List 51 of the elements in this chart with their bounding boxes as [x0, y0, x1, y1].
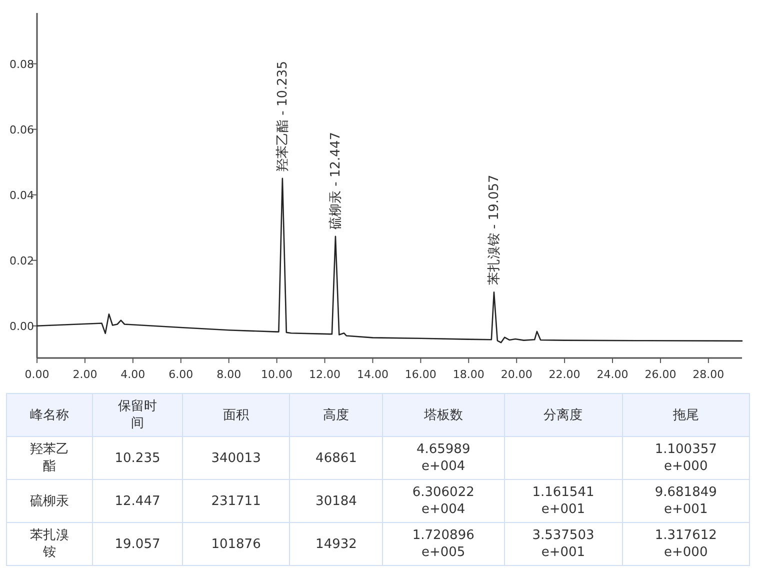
text: 30184 — [316, 492, 357, 510]
text: 面积 — [223, 406, 250, 424]
text: 1.317612 e+000 — [654, 527, 717, 561]
text: 3.537503 e+001 — [532, 527, 594, 561]
text: 1.161541 e+001 — [532, 484, 594, 518]
text: 4.65989 e+004 — [416, 441, 470, 475]
text: 6.306022 e+004 — [412, 484, 474, 518]
x-tick-label: 6.00 — [168, 368, 194, 381]
text: 12.447 — [114, 492, 160, 510]
y-tick-label: 0.02 — [10, 254, 34, 268]
line-series — [36, 178, 743, 344]
x-tick-label: 8.00 — [216, 368, 242, 381]
x-tick-label: 14.00 — [356, 368, 388, 381]
text: 1.720896 e+005 — [412, 527, 474, 561]
text: 苯扎溴铵 — [29, 527, 70, 561]
x-tick-label: 26.00 — [644, 368, 676, 381]
text: 10.235 — [114, 450, 160, 466]
text: 9.681849 e+001 — [654, 484, 717, 518]
text: 14932 — [316, 536, 357, 552]
text: 1.100357 e+000 — [654, 441, 717, 475]
x-tick-label: 16.00 — [404, 368, 436, 381]
x-tick-label: 0.00 — [24, 368, 50, 381]
x-tick-label: 10.00 — [261, 368, 293, 381]
y-tick-label: 0.06 — [10, 123, 34, 136]
x-tick-label: 28.00 — [692, 368, 724, 381]
x-tick-label: 24.00 — [596, 368, 628, 381]
text: 分离度 — [544, 406, 583, 424]
y-tick-label: 0.08 — [10, 58, 34, 71]
text: 231711 — [211, 492, 261, 510]
x-tick-label: 4.00 — [120, 368, 146, 381]
x-tick-label: 20.00 — [500, 368, 532, 381]
y-tick-label: 0.00 — [10, 320, 34, 333]
x-tick-label: 22.00 — [548, 368, 580, 381]
y-tick-label: 0.04 — [10, 188, 34, 202]
annotation: 羟苯乙酯 - 10.235 — [275, 61, 290, 172]
text: 塔板数 — [424, 406, 463, 424]
annotation: 苯扎溴铵 - 19.057 — [486, 174, 502, 286]
text: 高度 — [323, 406, 350, 424]
text: 硫柳汞 — [30, 492, 70, 510]
text: 19.057 — [114, 536, 160, 552]
text: 101876 — [211, 536, 261, 552]
x-tick-label: 18.00 — [452, 368, 484, 381]
text: 46861 — [316, 450, 357, 466]
text: 峰名称 — [30, 406, 70, 424]
text: 羟苯乙酯 — [29, 441, 70, 475]
x-tick-label: 2.00 — [72, 368, 98, 381]
text: 拖尾 — [672, 406, 699, 424]
x-tick-label: 12.00 — [309, 368, 341, 381]
text: 340013 — [211, 450, 261, 466]
annotation: 硫柳汞 - 12.447 — [328, 132, 344, 230]
text: 保留时间 — [116, 398, 158, 432]
